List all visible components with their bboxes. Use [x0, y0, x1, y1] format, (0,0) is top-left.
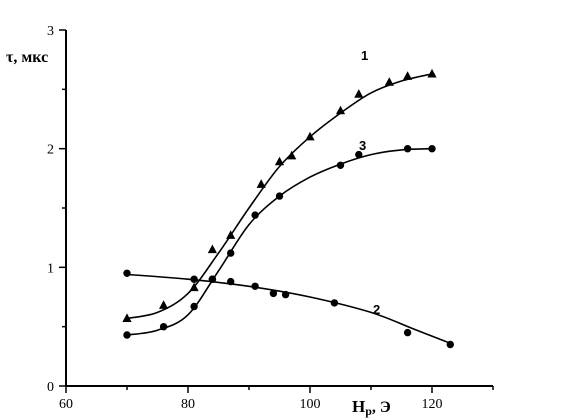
series-1-point: [354, 89, 364, 98]
x-tick-label: 120: [422, 397, 443, 412]
x-axis-label-main: H: [352, 397, 365, 416]
y-tick-label: 0: [47, 380, 54, 395]
x-tick-label: 60: [59, 397, 73, 412]
series-3-point: [428, 145, 436, 153]
series-label-2: 2: [373, 302, 380, 317]
series-3-point: [355, 150, 363, 159]
series-1-point: [403, 71, 413, 80]
series-1-point: [189, 282, 199, 292]
x-axis-ticks: 60 80 100 120: [59, 386, 494, 412]
series-3-point: [208, 275, 217, 283]
data-markers: [122, 68, 454, 349]
series-2-point: [446, 340, 454, 349]
series-1-point: [122, 313, 132, 322]
series-3-point: [159, 323, 168, 331]
y-axis-ticks: 0 1 2 3: [47, 24, 66, 395]
series-3-point: [403, 145, 412, 153]
series-1-point: [226, 230, 236, 239]
series-label-3: 3: [359, 138, 366, 153]
series-1-point: [159, 300, 169, 309]
series-3-point: [336, 161, 345, 169]
series-3-point: [190, 302, 198, 311]
series-1-point: [274, 156, 285, 166]
series-1-point: [287, 150, 297, 160]
series-2-point: [269, 289, 278, 298]
y-tick-label: 2: [47, 143, 54, 158]
series-2-point: [227, 277, 235, 286]
series-2-point: [190, 275, 198, 283]
y-tick-label: 1: [47, 261, 54, 276]
series-1-curve: [126, 73, 433, 320]
series-3-point: [227, 249, 235, 257]
series-3-point: [275, 192, 284, 200]
series-1-point: [335, 105, 346, 115]
series-2-point: [403, 328, 412, 337]
x-tick-label: 80: [181, 397, 195, 412]
y-tick-label: 3: [47, 24, 54, 39]
x-tick-label: 100: [300, 397, 321, 412]
y-axis-label: τ, мкс: [6, 49, 48, 66]
series-2-point: [330, 299, 339, 307]
x-axis-label-subscript: p: [365, 404, 372, 418]
series-1-point: [256, 179, 266, 188]
series-label-1: 1: [361, 48, 368, 63]
series-1-point: [305, 131, 315, 141]
series-2-curve: [126, 273, 451, 345]
series-3-point: [251, 211, 259, 219]
series-1-point: [384, 77, 394, 86]
series-1-point: [427, 68, 437, 78]
series-2-point: [123, 269, 131, 277]
series-1-point: [207, 244, 217, 254]
series-3-point: [123, 331, 131, 339]
x-axis-label: Hp, Э: [352, 397, 391, 418]
series-2-point: [251, 282, 259, 290]
series-2-point: [281, 290, 290, 299]
x-axis-label-unit: , Э: [372, 399, 391, 416]
